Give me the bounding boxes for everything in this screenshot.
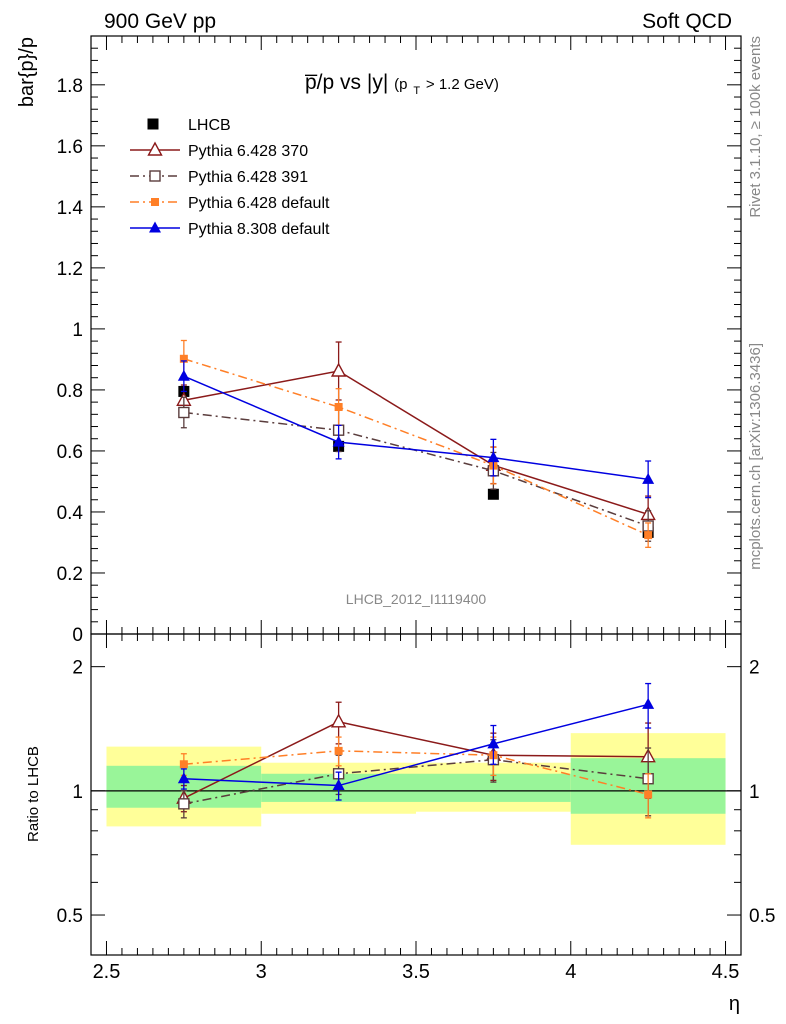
ratio-point-0-1: [330, 713, 347, 728]
analysis-id-label: LHCB_2012_I1119400: [346, 591, 487, 607]
ratio-y-tick-label-left-0: 0.5: [57, 906, 83, 927]
x-tick-label-0: 2.5: [93, 961, 121, 983]
main-point-0-2: [487, 488, 499, 500]
main-series-line-3: [183, 358, 649, 536]
ratio-point-3-0: [177, 772, 190, 784]
ratio-ylabel: Ratio to LHCB: [25, 746, 42, 842]
main-series-line-1: [183, 370, 649, 516]
plot-title-cut-open: (p: [394, 76, 407, 93]
legend: LHCB Pythia 6.428 370 Pythia 6.428 391 Pyth…: [130, 117, 330, 238]
main-point-4-1: [332, 435, 345, 447]
main-point-3-3: [644, 531, 653, 540]
ratio-point-2-0: [179, 760, 188, 769]
legend-label-4: Pythia 8.308 default: [188, 221, 330, 238]
main-point-1-1: [330, 362, 347, 377]
x-tick-label-2: 3.5: [402, 961, 430, 983]
header-right: Soft QCD: [642, 10, 732, 33]
ratio-point-3-1: [332, 779, 345, 791]
main-point-2-0: [178, 406, 190, 419]
ratio-series-line-1: [183, 758, 649, 805]
plot-title-cut-close: > 1.2 GeV): [426, 76, 499, 93]
main-point-4-2: [487, 451, 500, 463]
main-y-tick-label-1: 0.2: [57, 564, 83, 585]
ratio-y-tick-label-left-2: 2: [72, 658, 83, 679]
ratio-point-2-1: [334, 746, 343, 755]
main-y-tick-label-5: 1: [72, 320, 83, 341]
ratio-point-2-3: [644, 790, 653, 799]
main-y-tick-label-8: 1.6: [57, 137, 83, 158]
legend-marker-3: [151, 198, 159, 206]
ratio-y-tick-label-right-0: 0.5: [749, 906, 775, 927]
legend-entry-0: LHCB: [147, 117, 231, 134]
[object Object]-series-3: [177, 682, 655, 801]
ratio-y-tick-label-left-1: 1: [72, 782, 83, 803]
legend-marker-1: [147, 141, 163, 156]
legend-entry-4: Pythia 8.308 default: [130, 221, 330, 238]
ratio-series-line-3: [183, 703, 649, 787]
rivet-version-label: Rivet 3.1.10, ≥ 100k events: [747, 36, 764, 218]
main-y-tick-label-6: 1.2: [57, 259, 83, 280]
ratio-series-line-0: [183, 721, 649, 799]
main-y-tick-label-0: 0: [72, 625, 83, 646]
[object Object]-series-0: [178, 385, 654, 538]
x-axis-label: η: [729, 993, 740, 1015]
main-y-tick-label-9: 1.8: [57, 76, 83, 97]
main-point-3-0: [179, 354, 188, 363]
main-y-tick-label-4: 0.8: [57, 381, 83, 402]
x-tick-label-4: 4.5: [712, 961, 740, 983]
[object Object]-series-3: [179, 339, 653, 549]
legend-label-2: Pythia 6.428 391: [188, 169, 308, 186]
plot-title-cut-sub: T: [413, 85, 420, 97]
main-ylabel: bar{p}/p: [16, 37, 38, 107]
[object Object]-series-1: [176, 341, 656, 534]
legend-marker-2: [149, 170, 161, 182]
main-point-4-3: [642, 472, 655, 484]
ratio-y-tick-label-right-2: 2: [749, 658, 760, 679]
legend-label-3: Pythia 6.428 default: [188, 195, 330, 212]
mcplots-label: mcplots.cern.ch [arXiv:1306.3436]: [747, 343, 764, 570]
legend-entry-1: Pythia 6.428 370: [130, 141, 308, 160]
main-point-3-1: [334, 403, 343, 412]
legend-label-1: Pythia 6.428 370: [188, 143, 308, 160]
header-left: 900 GeV pp: [104, 10, 216, 33]
plot-title-main: p̅/p vs |y|: [304, 71, 388, 94]
ratio-y-tick-label-right-1: 1: [749, 782, 760, 803]
ratio-series-layer: [176, 682, 656, 819]
legend-label-0: LHCB: [188, 117, 231, 134]
main-point-4-0: [177, 369, 190, 381]
legend-entry-3: Pythia 6.428 default: [130, 195, 330, 212]
main-series-layer: [176, 339, 656, 549]
[object Object]-series-4: [177, 360, 655, 499]
legend-marker-0: [147, 118, 159, 130]
axis-ticks: 2.5 3 3.5 4 4.5 0 0.2 0.4 0.6 0.8 1 1.2 1.4 1.6 1.8 0.5…: [57, 35, 775, 983]
ratio-point-3-3: [642, 697, 655, 709]
ratio-point-1-0: [178, 798, 190, 810]
legend-entry-2: Pythia 6.428 391: [130, 169, 308, 186]
plot-title: p̅/p vs |y| (p T > 1.2 GeV): [304, 71, 499, 99]
main-y-tick-label-2: 0.4: [57, 503, 84, 524]
main-y-tick-label-3: 0.6: [57, 442, 83, 463]
ratio-uncertainty-bands: [106, 733, 726, 845]
x-tick-label-1: 3: [256, 961, 267, 983]
x-tick-label-3: 4: [565, 961, 576, 983]
ratio-point-3-2: [487, 737, 500, 749]
main-series-line-4: [183, 375, 649, 481]
ratio-series-line-2: [183, 750, 649, 796]
main-y-tick-label-7: 1.4: [57, 198, 84, 219]
legend-marker-4: [149, 221, 161, 233]
